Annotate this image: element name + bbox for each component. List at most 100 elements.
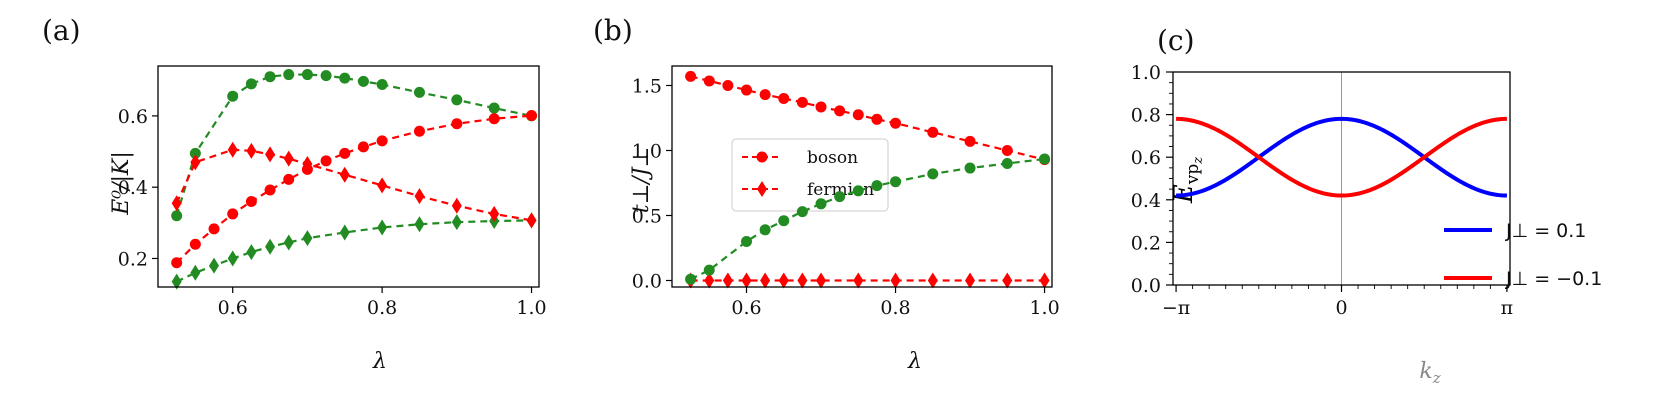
data-point-1-1-9 [890, 272, 901, 289]
data-point-1-2-8 [852, 185, 864, 197]
y-tick-label-2-3: 0.6 [1131, 147, 1161, 169]
data-point-1-1-5 [778, 272, 789, 289]
data-point-0-0-0 [171, 210, 183, 222]
data-point-0-0-6 [301, 69, 313, 81]
data-point-1-0-0 [685, 70, 697, 82]
x-tick-label-2-1: 0 [1335, 297, 1347, 319]
legend-label-c2: J⊥ = −0.1 [1505, 268, 1602, 290]
data-point-1-0-5 [778, 93, 790, 104]
ylabel-c: Evpz [1169, 157, 1206, 204]
data-point-0-1-1 [190, 264, 201, 281]
data-point-1-1-4 [760, 272, 771, 289]
data-point-0-3-7 [339, 166, 350, 183]
ylabel-a: E⁰/|K| [109, 151, 134, 216]
panel-c: Evpz kz J⊥ = 0.1 J⊥ = −0.1 0.0 0.2 0.4 0.6 0… [1131, 62, 1603, 387]
data-point-0-0-12 [451, 94, 463, 106]
data-point-0-3-10 [451, 197, 462, 214]
data-point-1-2-5 [796, 206, 808, 218]
plot-frame-0 [157, 65, 540, 288]
data-point-1-2-4 [778, 215, 790, 227]
data-point-0-0-7 [320, 70, 332, 82]
data-point-0-2-3 [227, 208, 239, 220]
data-point-0-2-10 [357, 141, 369, 153]
data-point-0-0-10 [376, 79, 388, 91]
data-point-1-1-6 [797, 272, 808, 289]
data-point-0-1-8 [339, 224, 350, 241]
data-point-0-2-6 [283, 173, 295, 185]
xlabel-b: λ [907, 349, 922, 374]
data-point-1-2-14 [1039, 153, 1051, 165]
data-point-0-3-6 [302, 156, 313, 173]
series-line-0-1 [176, 219, 532, 283]
x-tick-label-0-0: 0.6 [218, 297, 248, 319]
data-point-0-1-4 [246, 244, 257, 261]
y-tick-label-1-0: 0.0 [632, 271, 662, 293]
data-point-0-3-4 [265, 146, 276, 163]
panel-label-a: (a) [42, 14, 81, 47]
data-point-0-1-11 [451, 214, 462, 231]
y-tick-label-2-4: 0.8 [1131, 105, 1161, 127]
data-point-0-3-12 [526, 212, 537, 229]
series-line-2-0 [1176, 116, 1507, 198]
data-point-0-2-1 [189, 238, 201, 250]
data-point-0-2-8 [320, 155, 332, 167]
legend-c: J⊥ = 0.1 J⊥ = −0.1 [1444, 220, 1602, 290]
data-point-1-1-2 [722, 272, 733, 289]
data-point-0-3-5 [283, 150, 294, 167]
data-point-1-1-7 [816, 272, 827, 289]
data-point-1-1-13 [1039, 272, 1050, 289]
data-point-0-2-5 [264, 184, 276, 196]
data-point-0-2-13 [451, 118, 463, 130]
data-point-1-0-3 [741, 84, 753, 96]
data-point-1-2-3 [759, 224, 771, 236]
data-point-1-1-3 [741, 272, 752, 289]
xlabel-a: λ [372, 349, 387, 374]
data-point-1-2-6 [815, 198, 827, 210]
series-line-2-1 [1176, 116, 1507, 198]
data-point-1-0-13 [964, 135, 976, 147]
panel-a: λ E⁰/|K| 0.6 0.8 1.0 0.2 0.4 0.6 [109, 65, 547, 374]
y-tick-label-0-0: 0.2 [118, 248, 148, 270]
data-point-0-0-5 [283, 69, 295, 81]
data-point-0-0-4 [264, 71, 276, 83]
data-point-1-2-11 [927, 168, 939, 180]
data-point-0-2-14 [488, 113, 500, 125]
x-tick-label-2-0: −π [1162, 297, 1190, 319]
x-tick-label-1-0: 0.6 [731, 297, 761, 319]
data-point-1-0-11 [890, 117, 902, 129]
data-point-0-3-11 [489, 205, 500, 222]
data-point-1-1-12 [1002, 272, 1013, 289]
legend-label-c1: J⊥ = 0.1 [1505, 220, 1586, 242]
data-point-0-1-7 [302, 230, 313, 247]
data-point-0-1-9 [377, 219, 388, 236]
data-point-0-1-2 [209, 257, 220, 274]
data-point-1-2-0 [685, 273, 697, 285]
data-point-0-2-0 [171, 257, 183, 269]
data-point-1-0-1 [703, 75, 715, 87]
data-point-0-2-12 [413, 125, 425, 137]
data-point-0-0-8 [339, 72, 351, 84]
data-point-0-1-6 [283, 234, 294, 251]
data-point-1-2-9 [871, 180, 883, 192]
data-point-1-0-10 [871, 113, 883, 125]
data-point-1-0-9 [852, 109, 864, 121]
data-point-1-1-1 [704, 272, 715, 289]
data-point-0-1-3 [227, 250, 238, 267]
y-tick-label-0-2: 0.6 [118, 106, 148, 128]
data-point-1-0-14 [1001, 145, 1013, 156]
data-point-0-2-2 [208, 223, 220, 235]
data-point-0-3-2 [227, 141, 238, 158]
data-point-0-1-10 [414, 216, 425, 233]
data-point-1-0-12 [927, 126, 939, 138]
data-point-1-0-4 [759, 89, 771, 101]
data-point-1-2-7 [834, 191, 846, 203]
y-tick-label-2-5: 1.0 [1131, 62, 1161, 84]
data-point-0-1-5 [265, 238, 276, 255]
series-line-1-0 [690, 75, 1045, 161]
data-point-0-0-9 [357, 75, 369, 87]
data-point-0-2-11 [376, 135, 388, 147]
y-tick-label-2-2: 0.4 [1131, 190, 1161, 212]
data-point-0-3-8 [377, 177, 388, 194]
y-tick-label-2-1: 0.2 [1131, 232, 1161, 254]
